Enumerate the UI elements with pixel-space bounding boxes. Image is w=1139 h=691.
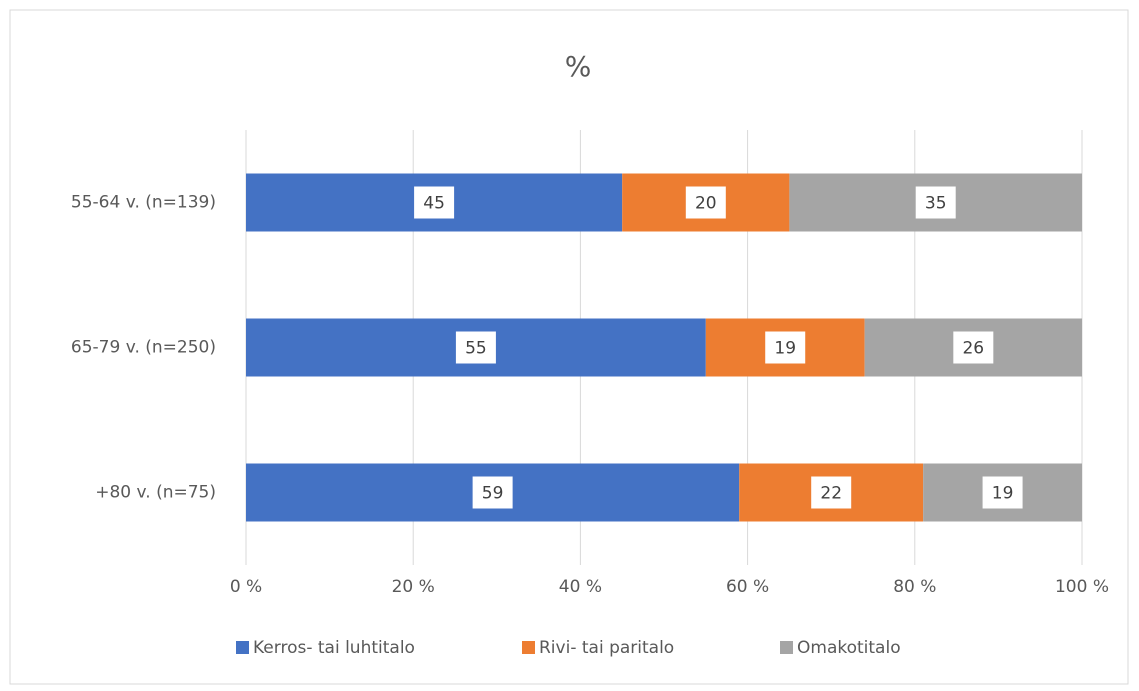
x-tick-label: 40 % — [559, 577, 602, 597]
y-tick-label: 55-64 v. (n=139) — [71, 193, 216, 213]
data-label-box — [953, 331, 994, 364]
data-label-box — [982, 476, 1023, 509]
data-label: 19 — [992, 484, 1014, 504]
data-label-box — [765, 331, 806, 364]
data-label-box — [472, 476, 513, 509]
chart-title: % — [565, 50, 592, 83]
x-tick-label: 0 % — [230, 577, 262, 597]
data-label-box — [455, 331, 496, 364]
x-tick-label: 20 % — [392, 577, 435, 597]
data-label: 55 — [465, 339, 487, 359]
x-tick-label: 100 % — [1055, 577, 1109, 597]
legend-swatch — [780, 641, 793, 654]
data-label: 59 — [482, 484, 504, 504]
x-tick-label: 60 % — [726, 577, 769, 597]
data-label: 26 — [962, 339, 984, 359]
y-tick-label: 65-79 v. (n=250) — [71, 338, 216, 358]
data-label: 45 — [423, 194, 445, 214]
x-tick-label: 80 % — [893, 577, 936, 597]
data-label: 35 — [925, 194, 947, 214]
legend-label: Rivi- tai paritalo — [539, 638, 674, 658]
legend-swatch — [236, 641, 249, 654]
data-label: 19 — [774, 339, 796, 359]
data-label-box — [811, 476, 852, 509]
legend-swatch — [522, 641, 535, 654]
legend-label: Omakotitalo — [797, 638, 901, 658]
legend-label: Kerros- tai luhtitalo — [253, 638, 415, 658]
data-label-box — [414, 186, 455, 219]
y-tick-label: +80 v. (n=75) — [95, 483, 216, 503]
data-label-box — [915, 186, 956, 219]
data-label-box — [685, 186, 726, 219]
data-label: 22 — [820, 484, 842, 504]
data-label: 20 — [695, 194, 717, 214]
